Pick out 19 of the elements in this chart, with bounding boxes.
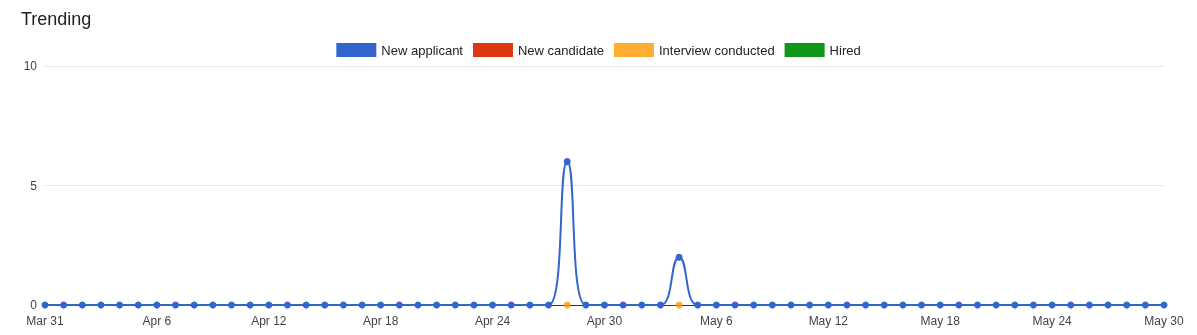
legend-label: New candidate <box>517 42 604 58</box>
x-tick-label: Apr 6 <box>142 314 172 328</box>
x-tick-label: Apr 30 <box>586 314 623 328</box>
x-tick-label: May 6 <box>700 314 734 328</box>
x-tick-label: May 18 <box>920 314 961 328</box>
x-tick-label: May 24 <box>1032 314 1073 328</box>
x-tick-label: Mar 31 <box>26 314 64 328</box>
x-tick-label: Apr 24 <box>474 314 511 328</box>
x-tick-label: Apr 18 <box>363 314 399 328</box>
legend-label: Interview conducted <box>658 42 775 58</box>
y-tick-label: 10 <box>23 59 38 73</box>
legend-label: New applicant <box>381 42 464 58</box>
x-tick-label: May 12 <box>808 314 849 328</box>
y-tick-label: 5 <box>30 178 38 193</box>
x-tick-label: May 30 <box>1144 314 1184 328</box>
x-tick-label: Apr 12 <box>251 314 287 328</box>
legend-label: Hired <box>829 42 861 58</box>
y-tick-label: 0 <box>30 298 38 312</box>
chart-title: Trending <box>21 9 92 29</box>
